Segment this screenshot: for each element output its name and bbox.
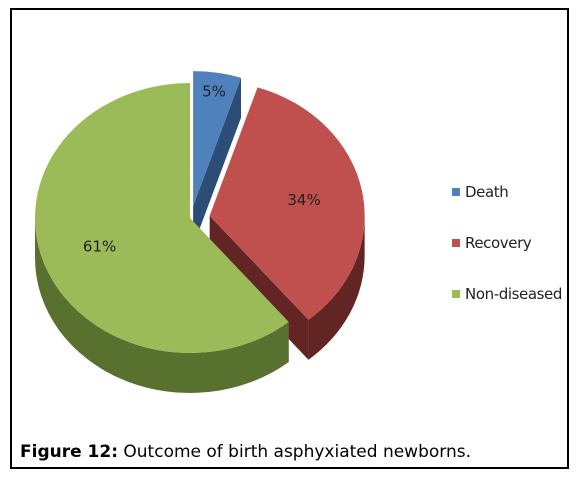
pie-side-recovery [308, 215, 365, 360]
legend-swatch-recovery [452, 239, 460, 247]
legend-swatch-non-diseased [452, 290, 460, 298]
pie-value-label-recovery: 34% [287, 191, 320, 209]
caption-text: Outcome of birth asphyxiated newborns. [118, 442, 472, 462]
pie-side-non-diseased [35, 218, 289, 393]
pie-value-label-death: 5% [202, 82, 226, 100]
legend-label-death: Death [465, 183, 509, 201]
legend-item-death: Death [452, 180, 562, 204]
legend-item-recovery: Recovery [452, 231, 562, 255]
legend-item-non-diseased: Non-diseased [452, 282, 562, 306]
legend-label-recovery: Recovery [465, 234, 532, 252]
pie-face-death [193, 77, 242, 247]
pie-tops [34, 71, 365, 353]
pie-slice-non-diseased [34, 83, 289, 353]
figure-caption: Figure 12: Outcome of birth asphyxiated … [20, 442, 471, 462]
pie-value-label-non-diseased: 61% [83, 237, 116, 255]
pie-labels: 5% 34% 61% [83, 82, 321, 255]
pie-slice-recovery [209, 87, 365, 320]
pie-slice-death [193, 71, 242, 207]
legend-swatch-death [452, 188, 460, 196]
figure-label: Figure 12: [20, 442, 118, 462]
legend-label-non-diseased: Non-diseased [465, 285, 563, 303]
legend: Death Recovery Non-diseased [452, 180, 562, 333]
